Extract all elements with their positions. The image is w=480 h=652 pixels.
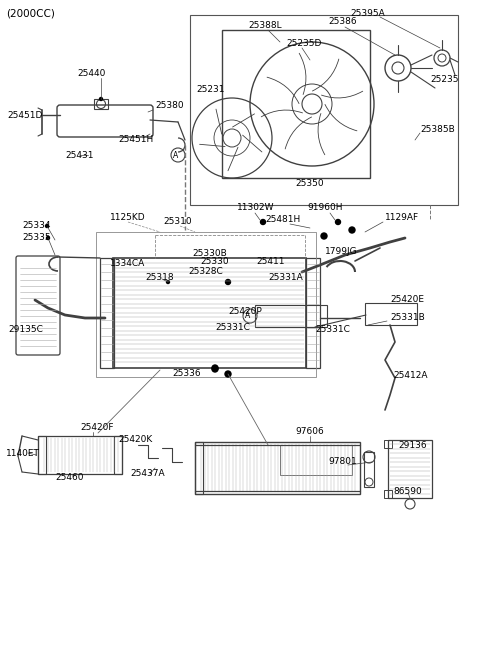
Bar	[255, 305, 327, 327]
Text: 25331C: 25331C	[215, 323, 250, 333]
Text: 25334: 25334	[22, 220, 50, 230]
Text: 25331A: 25331A	[268, 273, 303, 282]
Circle shape	[349, 227, 355, 233]
Circle shape	[336, 220, 340, 224]
Text: 25235D: 25235D	[286, 40, 322, 48]
Circle shape	[99, 98, 103, 100]
Text: 86590: 86590	[393, 488, 422, 497]
Text: 25330B: 25330B	[192, 248, 227, 258]
Circle shape	[261, 220, 265, 224]
Circle shape	[226, 280, 230, 284]
Text: 25310: 25310	[163, 218, 192, 226]
Bar	[114, 436, 122, 474]
Text: 29135C: 29135C	[8, 325, 43, 334]
Text: 25431: 25431	[65, 151, 94, 160]
Text: 25331C: 25331C	[315, 325, 350, 334]
Text: 1129AF: 1129AF	[385, 213, 419, 222]
Text: 25420K: 25420K	[118, 436, 152, 445]
Text: 1125KD: 1125KD	[110, 213, 145, 222]
Bar	[384, 440, 392, 448]
Text: 25460: 25460	[55, 473, 84, 482]
Text: 25380: 25380	[155, 102, 184, 110]
Text: A: A	[173, 151, 178, 160]
Bar	[38, 436, 46, 474]
Text: A: A	[245, 312, 250, 321]
Bar	[388, 440, 432, 498]
Circle shape	[321, 233, 327, 239]
Bar	[384, 490, 392, 498]
Text: 25331B: 25331B	[390, 314, 425, 323]
Bar	[195, 442, 203, 494]
Text: 25388L: 25388L	[248, 22, 282, 31]
Text: 25411: 25411	[256, 258, 285, 267]
Circle shape	[46, 224, 48, 228]
Text: 25481H: 25481H	[265, 216, 300, 224]
Text: 25350: 25350	[295, 179, 324, 188]
Bar	[306, 258, 320, 368]
Text: 25440: 25440	[78, 68, 106, 78]
Text: 25235: 25235	[430, 76, 458, 85]
Text: 25336: 25336	[172, 370, 201, 379]
Text: 25330: 25330	[200, 258, 228, 267]
Text: 1334CA: 1334CA	[110, 258, 145, 267]
Bar	[113, 258, 306, 368]
Text: 25386: 25386	[328, 18, 357, 27]
Bar	[222, 30, 370, 178]
Text: 97606: 97606	[295, 428, 324, 436]
Text: 25420F: 25420F	[80, 422, 113, 432]
Text: 11302W: 11302W	[237, 203, 275, 213]
Bar	[190, 15, 458, 205]
Text: 25335: 25335	[22, 233, 50, 241]
Circle shape	[47, 237, 49, 239]
Bar	[195, 442, 360, 494]
Circle shape	[167, 280, 169, 284]
Bar	[38, 436, 122, 474]
Text: 25420E: 25420E	[390, 295, 424, 304]
Text: 29136: 29136	[398, 441, 427, 449]
Text: 25420P: 25420P	[228, 308, 262, 316]
Text: 25412A: 25412A	[393, 370, 428, 379]
Text: (2000CC): (2000CC)	[6, 8, 55, 18]
Bar	[100, 258, 114, 368]
Circle shape	[212, 365, 218, 371]
Text: 1799JG: 1799JG	[325, 248, 358, 256]
Bar	[94, 99, 108, 109]
Circle shape	[225, 371, 231, 377]
Text: 25451D: 25451D	[7, 110, 42, 119]
Bar	[96, 232, 316, 377]
Text: 25231: 25231	[196, 85, 225, 95]
Text: 25385B: 25385B	[420, 125, 455, 134]
Text: 25437A: 25437A	[130, 469, 165, 477]
Bar	[364, 452, 374, 487]
Text: 25328C: 25328C	[188, 267, 223, 276]
Text: 25318: 25318	[145, 273, 174, 282]
Text: 97801: 97801	[328, 458, 357, 466]
Bar	[280, 445, 352, 475]
Text: 25395A: 25395A	[350, 8, 385, 18]
Text: 91960H: 91960H	[307, 203, 343, 211]
Bar	[365, 303, 417, 325]
Circle shape	[212, 366, 218, 372]
Text: 25451H: 25451H	[118, 136, 153, 145]
Text: 1140ET: 1140ET	[6, 449, 40, 458]
